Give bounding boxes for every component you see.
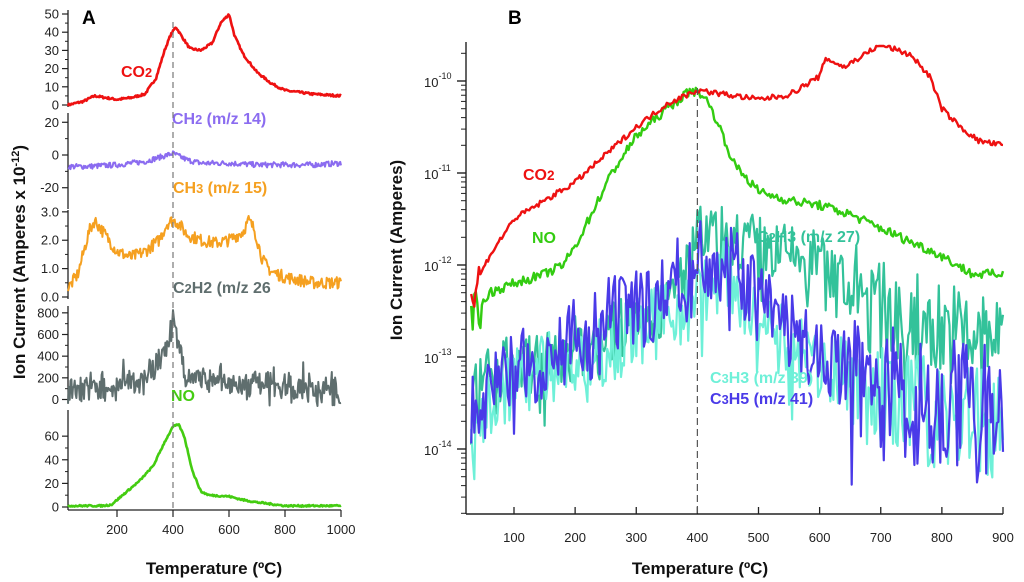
series-line-c2h2 bbox=[67, 309, 342, 407]
x-tick-label: 400 bbox=[162, 522, 184, 537]
y-axis-label: Ion Current (Amperes) bbox=[387, 160, 406, 340]
y-tick-label: 200 bbox=[37, 370, 59, 385]
y-tick-label: 0 bbox=[52, 500, 59, 515]
subplot-ch2: -20 0 20 bbox=[40, 113, 342, 209]
y-tick-label: 30 bbox=[45, 43, 59, 58]
y-tick-label: 400 bbox=[37, 349, 59, 364]
y-tick-label: 10-14 bbox=[424, 439, 451, 458]
y-tick-label: 800 bbox=[37, 305, 59, 320]
series-label-no: NO bbox=[532, 230, 556, 247]
series-label-ch3: CH3 (m/z 15) bbox=[173, 180, 267, 197]
x-tick-label: 600 bbox=[218, 522, 240, 537]
series-label-no: NO bbox=[171, 388, 195, 405]
panel-label-b: B bbox=[508, 8, 522, 29]
y-tick-label: 40 bbox=[45, 25, 59, 40]
x-tick-label: 900 bbox=[992, 530, 1014, 545]
y-tick-label: 2.0 bbox=[41, 233, 59, 248]
y-tick-label: 0 bbox=[52, 392, 59, 407]
series-label-c2h3: C2H3 (m/z 27) bbox=[757, 229, 860, 246]
x-tick-label: 800 bbox=[274, 522, 296, 537]
series-line-ch3 bbox=[67, 215, 342, 292]
y-tick-label: 60 bbox=[45, 429, 59, 444]
y-tick-label: -20 bbox=[40, 180, 59, 195]
y-tick-label: 40 bbox=[45, 452, 59, 467]
y-tick-label: 1.0 bbox=[41, 261, 59, 276]
subplot-ch3: 0.0 1.0 2.0 3.0 bbox=[41, 204, 342, 305]
y-tick-label: 10-10 bbox=[424, 71, 451, 90]
y-tick-label: 0 bbox=[52, 148, 59, 163]
y-tick-label: 50 bbox=[45, 7, 59, 22]
y-axis-label: Ion Current (Amperes x 10-12) bbox=[10, 145, 29, 379]
series-line-co2 bbox=[470, 44, 1004, 308]
x-tick-label: 800 bbox=[931, 530, 953, 545]
series-label-ch2: CH2 (m/z 14) bbox=[172, 111, 266, 128]
panel-label-a: A bbox=[82, 8, 96, 29]
x-axis-label: Temperature (ºC) bbox=[632, 559, 768, 578]
x-tick-label: 700 bbox=[870, 530, 892, 545]
panel-a: A01020304050-200200.01.02.03.00200400600… bbox=[10, 7, 355, 579]
series-label-c2h2: C2H2 (m/z 26 bbox=[173, 280, 271, 297]
y-tick-label: 600 bbox=[37, 327, 59, 342]
series-line-ch2 bbox=[67, 150, 342, 171]
series-label-c3h3: C3H3 (m/z 39) bbox=[710, 370, 813, 387]
x-tick-label: 400 bbox=[687, 530, 709, 545]
y-tick-label: 10-12 bbox=[424, 255, 451, 274]
series-label-c3h5: C3H5 (m/z 41) bbox=[710, 391, 813, 408]
x-tick-label: 200 bbox=[106, 522, 128, 537]
series-label-co2: CO2 bbox=[523, 167, 555, 184]
series-line-no bbox=[67, 423, 342, 508]
y-tick-label: 0 bbox=[52, 98, 59, 113]
series-line-no bbox=[470, 86, 1005, 331]
panel-b: B 10-10 10-11 10-12 10-13 10-14 100 200 300 400 50… bbox=[387, 8, 1014, 578]
y-tick-label: 20 bbox=[45, 115, 59, 130]
y-tick-label: 10-13 bbox=[424, 347, 451, 366]
y-tick-label: 20 bbox=[45, 61, 59, 76]
x-tick-label: 100 bbox=[503, 530, 525, 545]
x-tick-label: 1000 bbox=[327, 522, 356, 537]
x-tick-label: 600 bbox=[809, 530, 831, 545]
series-line-c3h5 bbox=[470, 220, 1005, 486]
y-tick-label: 10 bbox=[45, 79, 59, 94]
subplot-c2h2: 0 200 400 600 800 bbox=[37, 305, 342, 407]
x-tick-label: 200 bbox=[564, 530, 586, 545]
series-label-co2: CO2 bbox=[121, 64, 152, 81]
y-tick-label: 10-11 bbox=[424, 163, 451, 182]
subplot-no: 0 20 40 60 bbox=[45, 410, 342, 515]
x-axis-label: Temperature (ºC) bbox=[146, 559, 282, 578]
y-tick-label: 20 bbox=[45, 476, 59, 491]
x-tick-label: 300 bbox=[625, 530, 647, 545]
subplot-co2: 0 10 20 30 40 50 bbox=[45, 7, 342, 113]
y-tick-label: 3.0 bbox=[41, 204, 59, 219]
x-tick-label: 500 bbox=[748, 530, 770, 545]
y-tick-label: 0.0 bbox=[41, 290, 59, 305]
series-line-co2 bbox=[66, 13, 342, 107]
